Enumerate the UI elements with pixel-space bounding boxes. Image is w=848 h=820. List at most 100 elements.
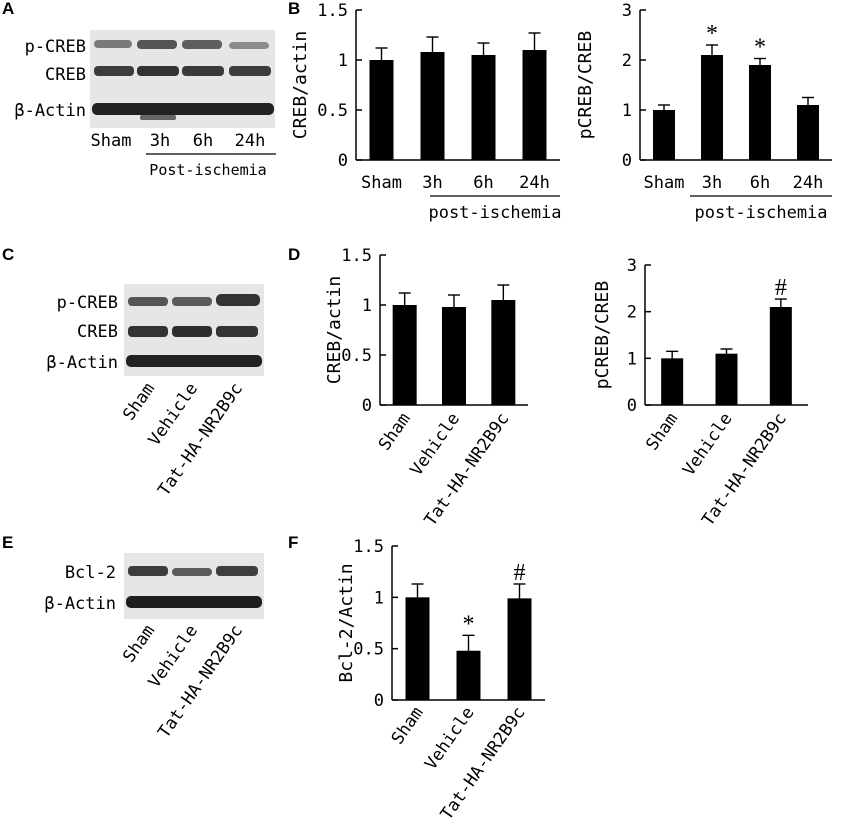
blot-a-row-creb	[94, 66, 271, 76]
blot-row-label: β-Actin	[14, 101, 86, 121]
band	[94, 40, 132, 48]
bar	[456, 650, 481, 700]
bar	[392, 305, 417, 405]
group-label: post-ischemia	[694, 203, 827, 223]
band	[182, 66, 224, 76]
western-blot-e: Bcl-2 β-Actin Sham Vehicle Tat-HA-NR2B9c	[44, 553, 264, 742]
significance-marker: *	[706, 21, 718, 47]
bar	[369, 60, 394, 160]
bar	[797, 105, 819, 160]
x-tick-label: 24h	[519, 173, 550, 193]
bar	[471, 55, 496, 160]
bar	[769, 307, 792, 405]
x-tick-label: Vehicle	[421, 703, 478, 773]
bar-chart-bcl2-actin: 00.511.5Bcl-2/ActinSham*Vehicle#Tat-HA-N…	[336, 537, 545, 820]
bar-chart-creb-actin-treatment: 00.511.5CREB/actinShamVehicleTat-HA-NR2B…	[324, 246, 528, 530]
lane-label: Sham	[119, 621, 159, 666]
y-tick-label: 0.5	[317, 101, 348, 121]
bar	[507, 598, 532, 700]
group-label: post-ischemia	[428, 203, 561, 223]
band	[126, 355, 262, 367]
x-tick-label: 24h	[793, 173, 824, 193]
band	[172, 297, 212, 306]
y-axis-label: pCREB/CREB	[592, 281, 613, 389]
x-tick-label: Sham	[361, 173, 402, 193]
band	[216, 326, 258, 337]
bar	[491, 300, 516, 405]
y-tick-label: 0	[374, 691, 384, 711]
y-tick-label: 0.5	[353, 640, 384, 660]
panel-letter-d: D	[288, 245, 300, 264]
blot-row-label: CREB	[77, 322, 118, 342]
band	[172, 326, 212, 337]
band	[182, 40, 222, 49]
x-tick-label: Sham	[644, 173, 685, 193]
western-blot-a: p-CREB CREB β-Actin Sham 3h 6h 24h Post-…	[14, 30, 276, 179]
blot-e-row-bcl2	[128, 566, 258, 576]
y-tick-label: 1	[374, 588, 384, 608]
band	[128, 326, 168, 337]
y-tick-label: 0	[627, 396, 637, 416]
blot-c-row-creb	[128, 326, 258, 337]
band	[92, 103, 274, 115]
y-axis-label: CREB/actin	[324, 276, 345, 384]
bar	[420, 52, 445, 160]
y-tick-label: 1.5	[317, 1, 348, 21]
bar	[442, 307, 466, 405]
y-tick-label: 1	[338, 51, 348, 71]
lane-label: Tat-HA-NR2B9c	[154, 379, 247, 499]
blot-row-label: p-CREB	[57, 293, 118, 313]
panel-letter-c: C	[2, 245, 14, 264]
significance-marker: *	[754, 35, 766, 61]
y-tick-label: 0	[622, 151, 632, 171]
blot-e-row-actin	[126, 596, 262, 608]
lane-label: Sham	[119, 379, 159, 424]
bar	[522, 50, 547, 160]
y-tick-label: 0	[338, 151, 348, 171]
western-blot-c: p-CREB CREB β-Actin Sham Vehicle Tat-HA-…	[46, 284, 264, 500]
y-tick-label: 1	[362, 296, 372, 316]
blot-c-row-actin	[126, 355, 262, 367]
x-tick-label: Sham	[375, 409, 415, 454]
band	[229, 66, 271, 76]
band	[172, 568, 212, 576]
blot-c-row-pcreb	[128, 294, 260, 306]
y-tick-label: 0	[362, 396, 372, 416]
x-tick-label: 6h	[473, 173, 493, 193]
band	[126, 596, 262, 608]
y-tick-label: 0.5	[341, 346, 372, 366]
panel-letter-a: A	[2, 0, 14, 18]
x-tick-label: Vehicle	[679, 409, 736, 479]
x-tick-label: Sham	[388, 703, 428, 748]
blot-a-row-pcreb	[94, 40, 269, 49]
y-tick-label: 2	[627, 303, 637, 323]
bar-chart-creb-actin-time: 0 0.5 1 1.5 CREB/actin Sham 3h 6h 24h post-ischem…	[290, 1, 562, 223]
band	[128, 297, 168, 306]
y-axis-label: pCREB/CREB	[575, 31, 596, 139]
x-tick-label: 3h	[702, 173, 722, 193]
y-tick-label: 3	[627, 256, 637, 276]
significance-marker: *	[463, 611, 475, 637]
band	[137, 40, 177, 49]
bar	[405, 597, 430, 700]
bar	[653, 110, 675, 160]
lane-label: 6h	[193, 131, 213, 151]
blot-row-label: β-Actin	[46, 353, 118, 373]
band	[128, 566, 168, 576]
band	[216, 566, 258, 576]
lane-label: Tat-HA-NR2B9c	[154, 621, 247, 741]
significance-marker: #	[775, 275, 787, 301]
blot-row-label: β-Actin	[44, 594, 116, 614]
y-tick-label: 3	[622, 1, 632, 21]
band	[229, 42, 269, 49]
panel-letter-b: B	[288, 0, 300, 18]
y-axis-label: CREB/actin	[290, 31, 311, 139]
y-tick-label: 1.5	[341, 246, 372, 266]
blot-a-row-actin	[92, 103, 274, 120]
panel-letter-e: E	[2, 533, 13, 552]
band	[94, 66, 134, 76]
bar	[661, 358, 684, 405]
blot-row-label: p-CREB	[25, 37, 86, 57]
